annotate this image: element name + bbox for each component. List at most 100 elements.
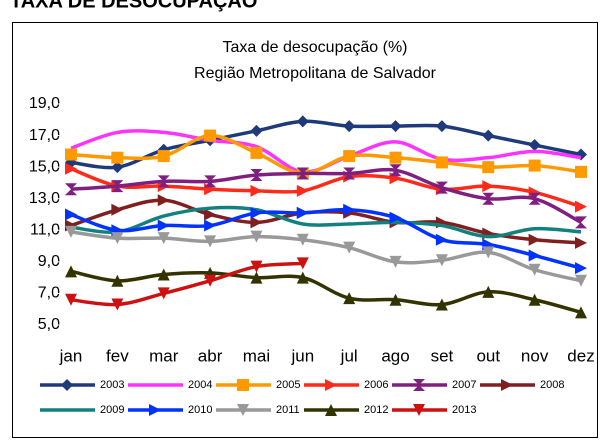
data-point	[435, 298, 448, 311]
series	[65, 225, 587, 287]
y-tick-label: 5,0	[38, 316, 60, 333]
data-point	[157, 150, 170, 163]
data-point	[250, 184, 263, 197]
x-tick-label: mai	[243, 346, 270, 365]
data-point	[343, 241, 356, 254]
data-point	[482, 161, 495, 174]
data-point	[296, 115, 309, 128]
legend-marker	[325, 379, 337, 391]
legend-marker	[501, 379, 513, 391]
data-point	[204, 175, 217, 188]
y-tick-label: 19,0	[29, 95, 60, 112]
data-point	[65, 162, 77, 175]
data-point	[111, 151, 124, 164]
data-point	[250, 206, 263, 219]
legend-label: 2007	[452, 379, 476, 391]
y-tick-label: 7,0	[38, 285, 60, 302]
x-tick-label: jun	[290, 346, 314, 365]
data-point	[204, 208, 217, 221]
data-point	[528, 293, 541, 306]
x-tick-label: fev	[106, 346, 129, 365]
data-point	[250, 230, 263, 243]
data-point	[482, 285, 495, 298]
data-point	[435, 233, 448, 246]
data-point	[65, 208, 77, 221]
data-point	[389, 164, 402, 177]
data-point	[575, 262, 587, 275]
data-point	[528, 263, 541, 276]
data-point	[111, 232, 124, 245]
series	[65, 129, 587, 180]
x-tick-label: out	[476, 346, 500, 365]
data-point	[575, 236, 587, 249]
series	[65, 257, 309, 311]
series	[65, 164, 587, 229]
data-point	[343, 120, 356, 133]
x-tick-label: abr	[198, 346, 223, 365]
data-point	[296, 167, 309, 180]
legend-marker	[61, 379, 73, 391]
y-tick-label: 13,0	[29, 190, 60, 207]
data-point	[435, 156, 448, 169]
data-point	[111, 180, 124, 193]
data-point	[111, 274, 124, 287]
data-point	[482, 192, 495, 205]
legend-label: 2005	[276, 379, 300, 391]
data-point	[343, 203, 356, 216]
x-tick-label: jan	[59, 346, 83, 365]
legend-label: 2012	[364, 404, 388, 416]
series-line	[70, 167, 582, 224]
data-point	[575, 216, 587, 229]
data-point	[157, 268, 170, 281]
page-heading: TAXA DE DESOCUPAÇÃO	[10, 0, 257, 12]
data-point	[250, 271, 263, 284]
data-point	[528, 249, 541, 262]
data-point	[343, 292, 356, 305]
legend-marker	[149, 404, 161, 416]
chart-title: Taxa de desocupação (%)	[223, 39, 408, 56]
data-point	[575, 274, 587, 287]
data-point	[575, 306, 587, 319]
data-point	[528, 139, 541, 152]
data-point	[204, 274, 217, 287]
data-point	[111, 203, 124, 216]
data-point	[389, 211, 402, 224]
data-point	[528, 233, 541, 246]
legend-label: 2008	[540, 379, 564, 391]
y-tick-label: 9,0	[38, 253, 60, 270]
data-point	[435, 181, 448, 194]
data-point	[250, 146, 263, 159]
data-point	[65, 265, 77, 278]
data-point	[528, 159, 541, 172]
legend-label: 2009	[100, 404, 124, 416]
data-point	[482, 246, 495, 259]
data-point	[575, 200, 587, 213]
data-point	[343, 150, 356, 163]
data-point	[250, 260, 263, 273]
y-tick-label: 17,0	[29, 127, 60, 144]
legend-label: 2010	[188, 404, 212, 416]
data-point	[389, 151, 402, 164]
legend-marker	[413, 379, 425, 391]
data-point	[389, 120, 402, 133]
x-tick-label: set	[431, 346, 454, 365]
chart-subtitle: Região Metropolitana de Salvador	[194, 65, 437, 82]
series-line	[70, 230, 582, 283]
data-point	[296, 184, 309, 197]
data-point	[157, 194, 170, 207]
data-point	[157, 175, 170, 188]
data-point	[528, 192, 541, 205]
y-tick-label: 11,0	[30, 222, 60, 239]
series	[65, 265, 587, 319]
data-point	[250, 216, 263, 229]
x-tick-label: ago	[381, 346, 409, 365]
y-tick-label: 15,0	[29, 158, 60, 175]
legend-label: 2013	[452, 404, 476, 416]
data-point	[65, 183, 77, 196]
series-line	[70, 269, 582, 315]
data-point	[343, 167, 356, 180]
legend-label: 2003	[100, 379, 124, 391]
data-point	[296, 206, 309, 219]
